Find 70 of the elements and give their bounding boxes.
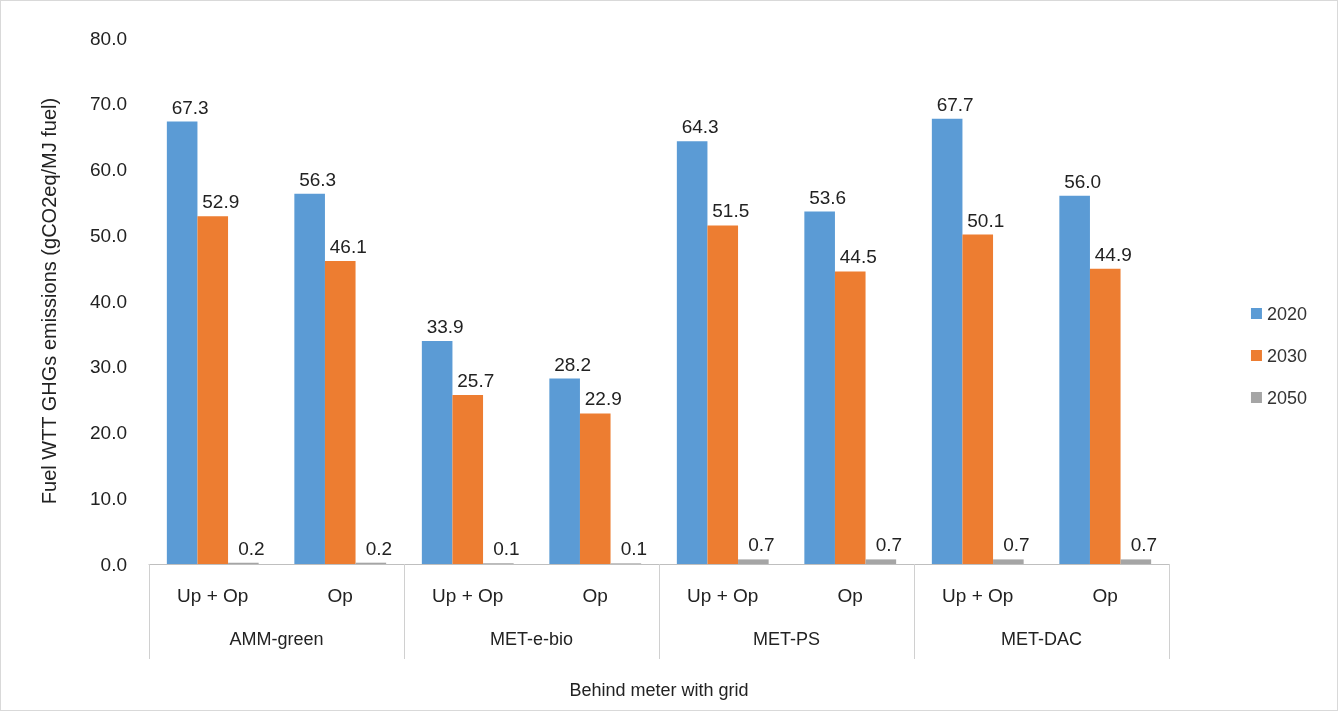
data-label: 64.3 xyxy=(681,116,719,138)
data-label: 28.2 xyxy=(554,353,592,375)
data-label: 56.3 xyxy=(299,168,337,190)
data-label: 0.1 xyxy=(493,538,520,560)
y-tick-label: 70.0 xyxy=(90,93,127,115)
data-label: 0.7 xyxy=(1003,534,1030,556)
data-label: 22.9 xyxy=(584,388,622,410)
y-tick-label: 80.0 xyxy=(90,27,127,49)
bar xyxy=(197,216,229,564)
data-label: 56.0 xyxy=(1064,170,1102,192)
y-tick-label: 30.0 xyxy=(90,356,127,378)
legend-label: 2020 xyxy=(1266,303,1307,324)
bar xyxy=(1089,268,1121,564)
bar xyxy=(166,121,198,564)
y-tick-label: 50.0 xyxy=(90,224,127,246)
x-tick-label: Op xyxy=(327,585,353,606)
bar xyxy=(738,559,769,564)
bar xyxy=(993,559,1024,564)
data-label: 0.7 xyxy=(875,534,903,556)
data-label: 67.3 xyxy=(171,96,209,118)
bar xyxy=(1059,195,1090,564)
data-label: 44.5 xyxy=(839,246,877,268)
text: MET-DAC xyxy=(1001,629,1082,649)
bar xyxy=(676,141,708,564)
data-label: 46.1 xyxy=(329,235,367,257)
bar xyxy=(421,341,453,564)
text: AMM-green xyxy=(229,629,324,649)
legend-label: 2050 xyxy=(1266,387,1307,408)
data-label: 0.7 xyxy=(748,534,775,556)
x-tick-label: Up + Op xyxy=(942,585,1014,606)
text: MET-PS xyxy=(752,629,821,649)
data-label: 44.9 xyxy=(1094,243,1132,265)
text: MET-e-bio xyxy=(489,629,574,649)
bar xyxy=(931,118,963,564)
data-label: 33.9 xyxy=(426,316,464,338)
bar xyxy=(452,395,484,564)
y-axis-title: Fuel WTT GHGs emissions (gCO2eq/MJ fuel) xyxy=(38,97,60,505)
data-label: 53.6 xyxy=(809,186,847,208)
x-tick-label: Op xyxy=(837,585,863,606)
bar xyxy=(962,234,994,564)
bar xyxy=(1120,559,1152,564)
bar xyxy=(865,559,897,564)
y-tick-label: 60.0 xyxy=(90,159,127,180)
bar xyxy=(549,378,580,564)
bar xyxy=(324,260,356,564)
data-label: 25.7 xyxy=(457,370,495,392)
data-label: 0.2 xyxy=(365,537,393,559)
y-tick-label: 10.0 xyxy=(90,487,127,509)
data-label: 0.2 xyxy=(238,537,265,559)
data-label: 51.5 xyxy=(712,200,750,222)
x-axis-title: Behind meter with grid xyxy=(569,680,749,700)
bar xyxy=(834,271,866,564)
x-tick-label: Op xyxy=(582,585,608,606)
x-tick-label: Op xyxy=(1092,585,1118,606)
bar xyxy=(294,193,325,564)
bar xyxy=(579,413,611,564)
data-label: 67.7 xyxy=(936,93,974,115)
x-tick-label: Up + Op xyxy=(687,585,759,606)
legend-label: 2030 xyxy=(1266,345,1307,366)
x-tick-label: Up + Op xyxy=(432,585,504,606)
data-label: 0.7 xyxy=(1130,534,1158,556)
x-tick-label: Up + Op xyxy=(177,585,249,606)
bar xyxy=(707,225,739,564)
data-label: 0.1 xyxy=(620,538,648,560)
y-tick-label: 0.0 xyxy=(100,553,127,575)
data-label: 50.1 xyxy=(967,209,1005,231)
data-label: 52.9 xyxy=(202,191,240,213)
y-tick-label: 20.0 xyxy=(90,422,127,443)
bar xyxy=(804,211,835,564)
y-tick-label: 40.0 xyxy=(90,290,127,312)
